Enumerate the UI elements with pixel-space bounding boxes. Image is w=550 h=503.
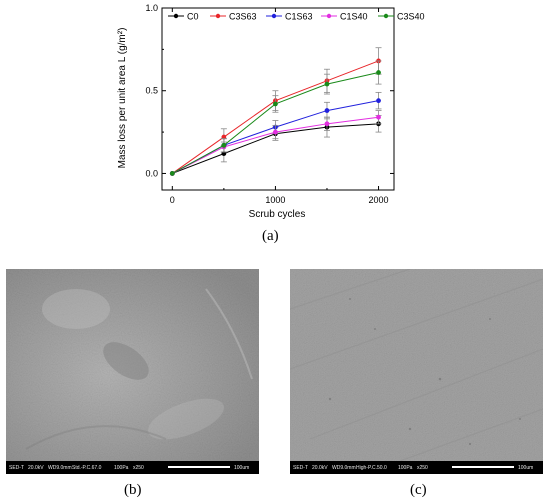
sem-databar-b: SED-T 20.0kV WD9.0mm Std.-P.C.67.0 100Pa… bbox=[6, 461, 259, 474]
databar-wd: WD9.0mm bbox=[332, 465, 356, 471]
legend-marker-C0 bbox=[173, 13, 179, 19]
mass-loss-chart: 0 1000 2000 0.0 0.5 1.0 C0 C3S63 C1S63 C1S40 C3S40… bbox=[117, 3, 425, 220]
legend-label-C0: C0 bbox=[187, 12, 199, 22]
y-axis-label: Mass loss per unit area L (g/m²) bbox=[117, 28, 128, 169]
databar-mode: High-P.C.50.0 bbox=[356, 465, 387, 471]
databar-magnification: x250 bbox=[417, 465, 428, 471]
databar-detector: SED-T bbox=[293, 465, 308, 471]
sem-image-b: SED-T 20.0kV WD9.0mm Std.-P.C.67.0 100Pa… bbox=[6, 269, 259, 474]
legend-marker-C1S63 bbox=[271, 13, 277, 19]
caption-b: (b) bbox=[124, 482, 142, 498]
legend-marker-C3S63 bbox=[215, 13, 221, 19]
databar-wd: WD9.0mm bbox=[48, 465, 72, 471]
data-point-C3S40 bbox=[273, 101, 278, 107]
legend-marker-C3S40 bbox=[383, 13, 389, 19]
legend-label-C1S40: C1S40 bbox=[340, 12, 368, 22]
caption-a: (a) bbox=[262, 228, 279, 244]
y-tick-label: 0.0 bbox=[145, 168, 158, 178]
databar-magnification: x250 bbox=[133, 465, 144, 471]
sem-surface-c bbox=[290, 269, 543, 461]
x-tick-label: 2000 bbox=[369, 195, 389, 205]
y-tick-label: 0.5 bbox=[145, 86, 158, 96]
legend-marker-C1S40 bbox=[326, 13, 332, 19]
sem-surface-b bbox=[6, 269, 259, 461]
databar-voltage: 20.0kV bbox=[28, 465, 44, 471]
data-point-C3S40 bbox=[169, 171, 175, 176]
legend-label-C3S63: C3S63 bbox=[229, 12, 257, 22]
data-point-C1S40 bbox=[273, 129, 278, 135]
databar-mode: Std.-P.C.67.0 bbox=[72, 465, 102, 471]
data-point-C3S40 bbox=[324, 81, 330, 87]
databar-scale: 100um bbox=[518, 465, 534, 471]
scale-bar bbox=[452, 466, 514, 468]
legend-label-C3S40: C3S40 bbox=[397, 12, 425, 22]
data-point-C3S63 bbox=[221, 134, 227, 140]
databar-pressure: 100Pa bbox=[114, 465, 129, 471]
plot-area: 0 1000 2000 0.0 0.5 1.0 C0 C3S63 C1S63 C1S40 C3S40 bbox=[145, 3, 424, 205]
data-point-C1S40 bbox=[376, 114, 381, 120]
legend-label-C1S63: C1S63 bbox=[285, 12, 313, 22]
sem-image-c: SED-T 20.0kV WD9.0mm High-P.C.50.0 100Pa… bbox=[290, 269, 543, 474]
scale-bar bbox=[168, 466, 230, 468]
databar-scale: 100um bbox=[234, 465, 250, 471]
x-tick-label: 0 bbox=[170, 195, 175, 205]
caption-c: (c) bbox=[410, 482, 427, 498]
x-tick-label: 1000 bbox=[265, 195, 285, 205]
data-point-C3S40 bbox=[221, 142, 227, 148]
y-tick-label: 1.0 bbox=[145, 3, 158, 13]
databar-pressure: 100Pa bbox=[398, 465, 413, 471]
data-point-C3S40 bbox=[376, 70, 381, 75]
data-point-C1S63 bbox=[324, 108, 330, 113]
databar-detector: SED-T bbox=[9, 465, 24, 471]
data-point-C0 bbox=[221, 151, 227, 157]
x-axis-label: Scrub cycles bbox=[249, 209, 306, 220]
plot-frame bbox=[161, 7, 395, 191]
sem-databar-c: SED-T 20.0kV WD9.0mm High-P.C.50.0 100Pa… bbox=[290, 461, 543, 474]
data-point-C1S63 bbox=[376, 98, 381, 104]
data-point-C1S40 bbox=[324, 121, 330, 127]
databar-voltage: 20.0kV bbox=[312, 465, 328, 471]
